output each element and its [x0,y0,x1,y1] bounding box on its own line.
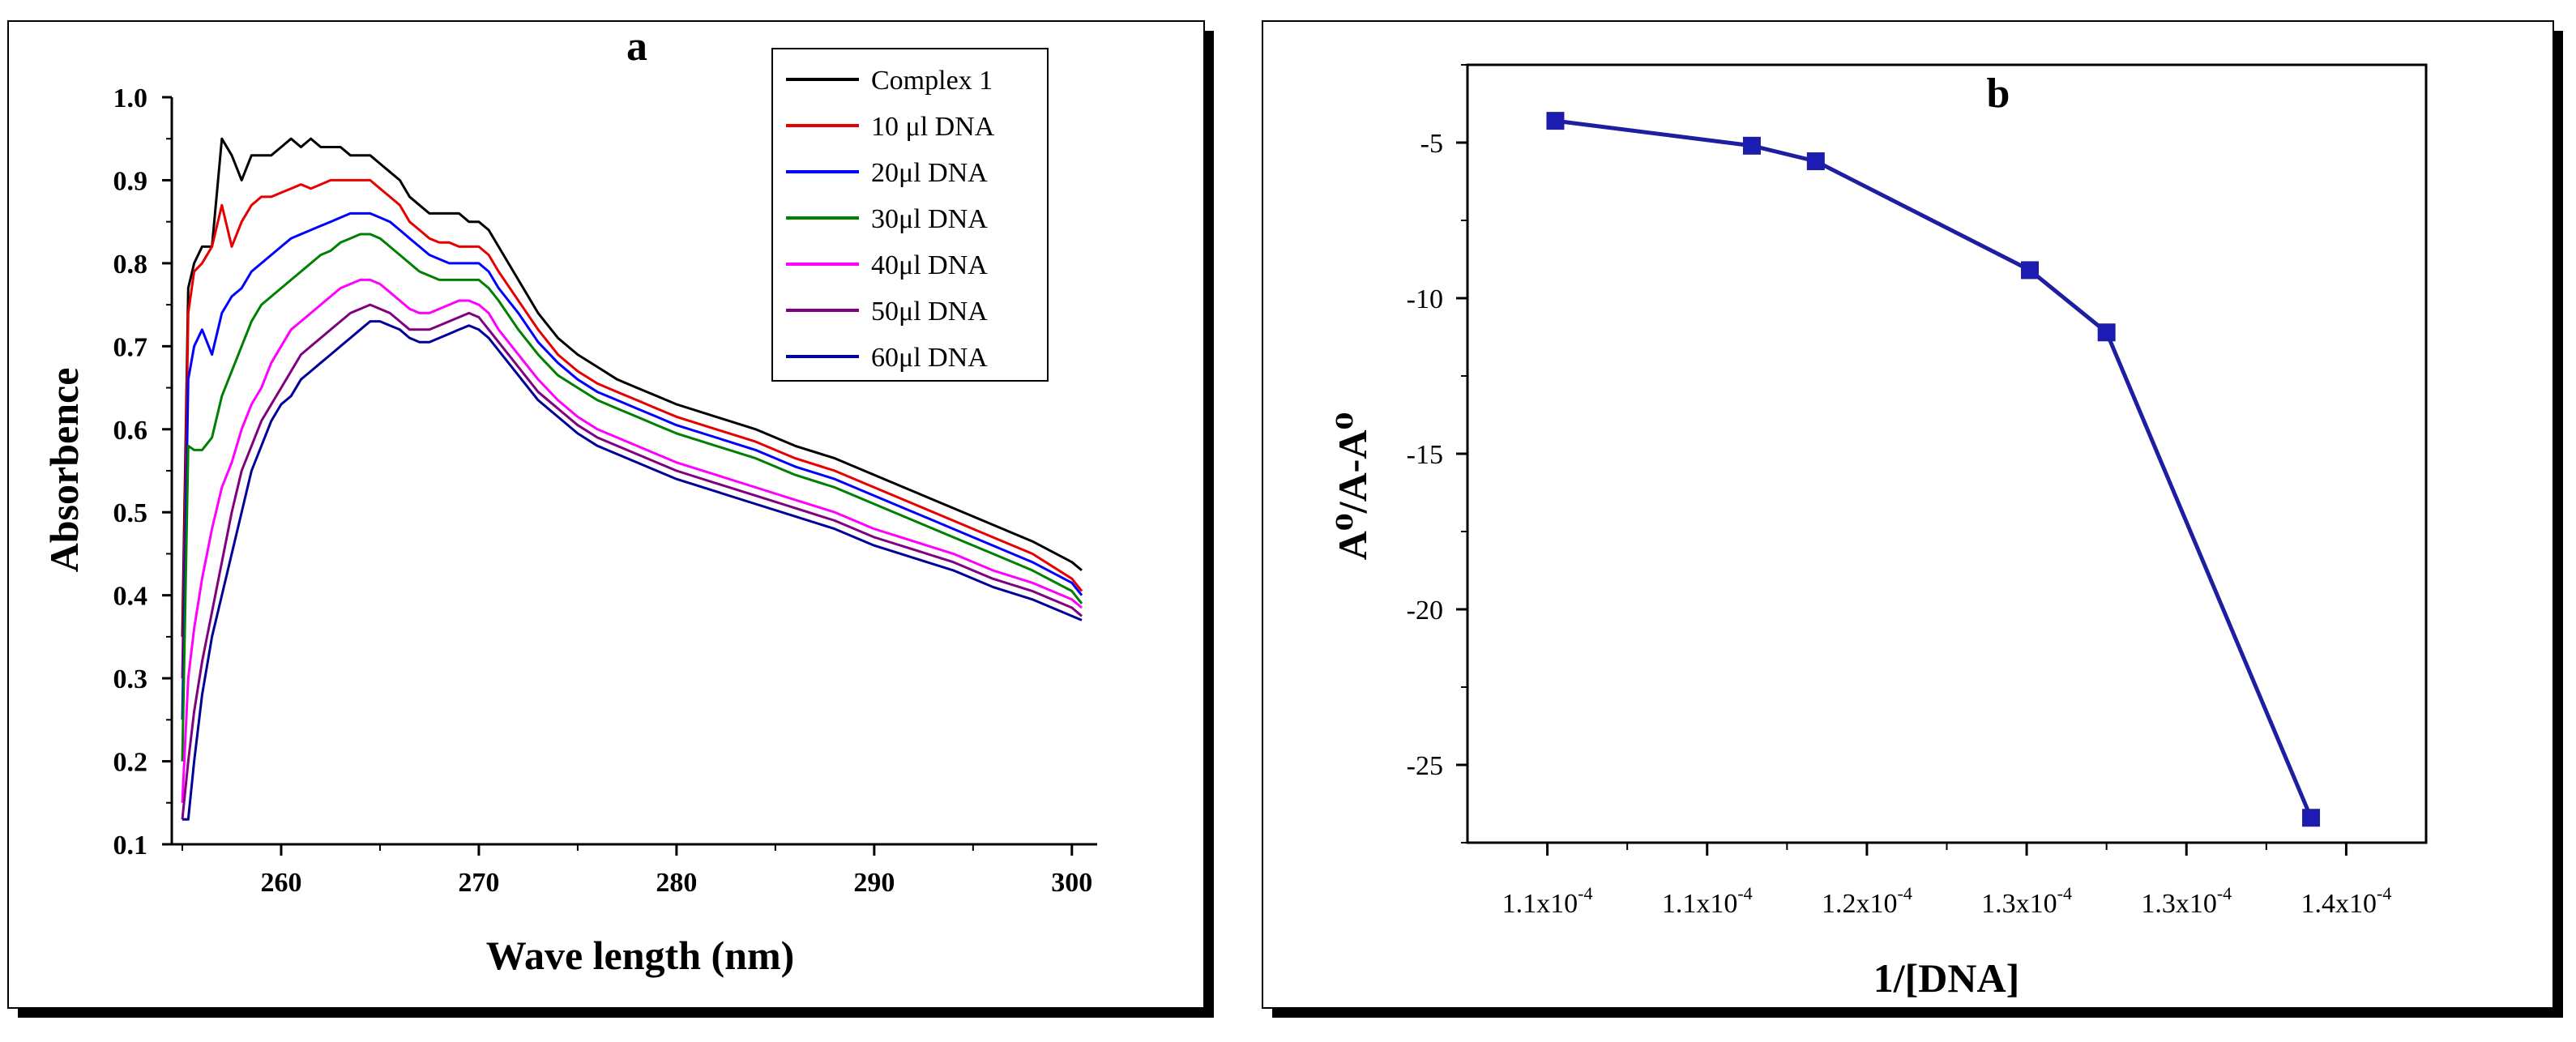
panel-b-x-tick-base: 1.1x10 [1662,889,1738,919]
panel-b-y-title-text: A⁰/A-A⁰ [1330,412,1375,561]
panel-b-x-tick-exp: -4 [1898,883,1912,903]
panel-a-x-tick-label: 270 [458,868,499,898]
legend-label: 50μl DNA [871,297,988,327]
panel-b-x-tick-label: 1.3x10-4 [1981,883,2072,919]
panel-b-data-point [1546,112,1565,130]
panel-a-y-tick-label: 0.1 [113,831,148,861]
legend-label: 30μl DNA [871,204,988,234]
panel-a-y-tick-label: 0.2 [113,748,148,778]
panel-b-x-tick-label: 1.1x10-4 [1502,883,1593,919]
panel-b-x-tick-base: 1.4x10 [2301,889,2377,919]
panel-b-x-tick-label: 1.2x10-4 [1822,883,1912,919]
panel-b-x-tick-base: 1.2x10 [1822,889,1898,919]
panel-a-y-tick-label: 0.6 [113,416,148,446]
panel-b-x-tick-label: 1.3x10-4 [2141,883,2232,919]
panel-a-y-title: Absorbence [41,368,87,573]
panel-b-y-tick-label: -15 [1407,440,1443,470]
panel-b-x-tick-exp: -4 [2377,883,2391,903]
panel-a-x-tick-label: 280 [656,868,697,898]
panel-b-y-tick-label: -10 [1407,284,1443,314]
panel-a-chart: a 0.1 0.2 0.3 0.4 0.5 0.6 0.7 0.8 0.9 1.0 260 270 2… [41,23,1097,978]
panel-b-y-tick-label: -25 [1407,751,1443,781]
panel-a-series-line [181,178,1083,679]
panel-b-x-title: 1/[DNA] [1873,955,2020,1001]
panel-b-chart: b -25-20-15-10-5 1.1x10-4 1.1x10-4 1.2x10-… [1330,63,2428,1001]
panel-a-series-line [182,320,1083,821]
legend-label: 20μl DNA [871,158,988,188]
panel-b-x-tick-exp: -4 [2217,883,2232,903]
panel-b-data-point [1806,152,1825,171]
panel-a-legend [771,48,1049,382]
panel-a-series-line [181,303,1083,820]
panel-b-series-line [1555,118,2313,819]
panel-b-data-point [2302,809,2321,827]
panel-b-x-tick-exp: -4 [1578,883,1592,903]
panel-b-x-tick-base: 1.3x10 [1981,889,2057,919]
panel-b-frame [1262,20,2554,1009]
legend-label: 40μl DNA [871,250,988,280]
panel-a-y-tick-label: 0.4 [113,582,148,612]
panel-a-series-line [181,137,1083,637]
panel-b-data-point [2021,261,2040,280]
panel-a-y-tick-label: 0.3 [113,664,148,694]
panel-a-letter: a [626,23,647,70]
panel-b-x-tick-exp: -4 [1737,883,1752,903]
panel-a-x-tick-label: 290 [853,868,895,898]
panel-a-x-tick-label: 260 [260,868,301,898]
panel-a-y-tick-label: 0.9 [113,166,148,196]
legend-label: 60μl DNA [871,343,988,373]
panel-a-series-line [181,278,1083,803]
panel-a-y-tick-label: 1.0 [113,83,148,113]
panel-b-x-tick-label: 1.4x10-4 [2301,883,2392,919]
panel-a-y-tick-label: 0.7 [113,332,148,362]
panel-b-y-tick-label: -20 [1407,596,1443,626]
panel-a-y-tick-label: 0.8 [113,250,148,280]
panel-b-data-point [1742,136,1761,155]
panel-b-x-tick-label: 1.1x10-4 [1662,883,1753,919]
panel-b-data-point [2097,323,2116,342]
panel-b-x-tick-base: 1.1x10 [1502,889,1578,919]
panel-a-series-line [181,211,1083,720]
panel-a-x-title: Wave length (nm) [486,933,795,978]
legend-label: Complex 1 [871,66,993,96]
panel-b-y-tick-label: -5 [1420,129,1443,159]
panel-a-y-tick-label: 0.5 [113,498,148,528]
panel-b-x-tick-exp: -4 [2057,883,2072,903]
panel-b-y-title: A⁰/A-A⁰ [1330,412,1375,561]
panel-a-x-tick-label: 300 [1051,868,1092,898]
panel-b-letter: b [1987,70,2010,117]
legend-label: 10 μl DNA [871,112,995,142]
panel-a-series-line [181,233,1083,762]
panel-b-x-tick-base: 1.3x10 [2141,889,2217,919]
